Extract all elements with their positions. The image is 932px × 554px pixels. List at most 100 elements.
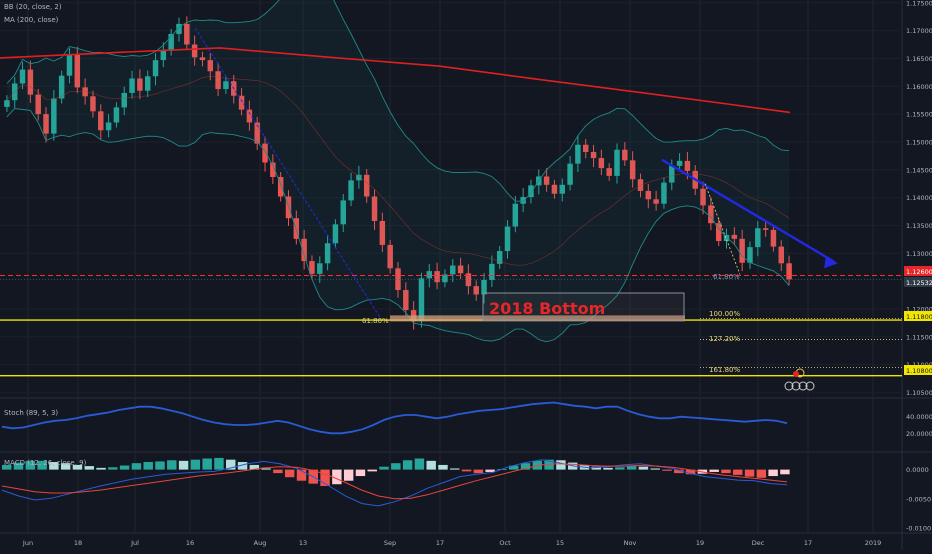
macd-histogram-bar[interactable] — [49, 462, 59, 470]
stoch-indicator-label[interactable]: Stoch (89, 5, 3) — [4, 409, 59, 417]
candle-body[interactable] — [551, 184, 558, 194]
candle-body[interactable] — [496, 251, 503, 264]
macd-histogram-bar[interactable] — [25, 460, 36, 470]
candle-body[interactable] — [715, 223, 722, 242]
candle-body[interactable] — [270, 162, 276, 178]
candle-body[interactable] — [66, 54, 73, 76]
candle-body[interactable] — [121, 92, 127, 108]
candle-body[interactable] — [473, 286, 479, 295]
candle-body[interactable] — [387, 244, 393, 269]
macd-histogram-bar[interactable] — [414, 458, 425, 470]
candle-body[interactable] — [450, 265, 456, 275]
candle-body[interactable] — [113, 107, 120, 123]
candle-body[interactable] — [199, 57, 206, 61]
macd-histogram-bar[interactable] — [167, 460, 177, 470]
candle-body[interactable] — [700, 188, 706, 206]
candle-body[interactable] — [4, 100, 10, 107]
macd-signal-line[interactable] — [1, 463, 788, 500]
candle-body[interactable] — [778, 246, 785, 264]
macd-histogram-bar[interactable] — [650, 468, 660, 470]
candle-body[interactable] — [207, 60, 214, 72]
macd-histogram-bar[interactable] — [261, 468, 271, 470]
candle-body[interactable] — [51, 98, 57, 134]
candle-body[interactable] — [543, 176, 550, 185]
candle-body[interactable] — [559, 184, 565, 194]
candle-body[interactable] — [144, 76, 151, 91]
candle-body[interactable] — [575, 144, 581, 164]
macd-histogram-bar[interactable] — [214, 457, 224, 470]
candle-body[interactable] — [755, 228, 761, 248]
candle-body[interactable] — [614, 149, 620, 176]
macd-histogram-bar[interactable] — [674, 469, 684, 474]
stochastic-panel[interactable] — [1, 401, 788, 435]
candle-body[interactable] — [184, 23, 190, 45]
macd-indicator-label[interactable]: MACD (12, 26, close, 9) — [4, 459, 87, 467]
macd-histogram-bar[interactable] — [520, 463, 531, 470]
macd-histogram-bar[interactable] — [37, 460, 47, 470]
candle-body[interactable] — [277, 177, 284, 197]
candle-body[interactable] — [340, 200, 346, 225]
macd-histogram-bar[interactable] — [119, 465, 130, 470]
macd-histogram-bar[interactable] — [320, 469, 330, 486]
macd-histogram-bar[interactable] — [226, 459, 236, 470]
candle-body[interactable] — [90, 96, 96, 112]
candle-body[interactable] — [348, 180, 354, 201]
macd-histogram-bar[interactable] — [780, 469, 790, 475]
macd-histogram-bar[interactable] — [237, 462, 248, 470]
candle-body[interactable] — [520, 197, 526, 204]
candle-body[interactable] — [176, 23, 182, 34]
candle-body[interactable] — [590, 151, 597, 159]
macd-histogram-bar[interactable] — [296, 469, 307, 481]
candle-body[interactable] — [98, 111, 104, 131]
candle-body[interactable] — [129, 78, 135, 93]
macd-histogram-bar[interactable] — [626, 466, 637, 470]
candle-body[interactable] — [426, 271, 433, 279]
macd-histogram-bar[interactable] — [72, 464, 83, 470]
macd-histogram-bar[interactable] — [556, 460, 566, 470]
macd-histogram-bar[interactable] — [721, 469, 731, 474]
macd-histogram-bar[interactable] — [96, 467, 106, 470]
macd-histogram-bar[interactable] — [438, 464, 448, 470]
candle-body[interactable] — [27, 69, 34, 95]
candle-body[interactable] — [606, 168, 612, 176]
candle-body[interactable] — [35, 94, 41, 115]
macd-histogram-bar[interactable] — [391, 463, 401, 470]
candle-body[interactable] — [629, 160, 636, 180]
candle-body[interactable] — [676, 160, 683, 166]
candle-body[interactable] — [215, 71, 221, 90]
macd-histogram-bar[interactable] — [744, 469, 755, 477]
macd-histogram-bar[interactable] — [190, 459, 201, 470]
candle-body[interactable] — [379, 220, 386, 245]
macd-histogram-bar[interactable] — [509, 465, 519, 470]
candle-body[interactable] — [661, 182, 667, 204]
candle-body[interactable] — [582, 144, 589, 152]
candle-body[interactable] — [137, 78, 143, 91]
macd-histogram-bar[interactable] — [402, 460, 413, 470]
macd-histogram-bar[interactable] — [13, 462, 24, 470]
macd-histogram-bar[interactable] — [685, 469, 696, 475]
candle-body[interactable] — [708, 205, 714, 224]
macd-histogram-bar[interactable] — [367, 469, 377, 472]
macd-panel[interactable] — [1, 457, 790, 507]
candle-body[interactable] — [528, 185, 534, 198]
candle-body[interactable] — [262, 143, 268, 163]
candle-body[interactable] — [598, 158, 605, 169]
macd-histogram-bar[interactable] — [709, 469, 719, 472]
candle-body[interactable] — [332, 224, 339, 244]
candle-body[interactable] — [739, 238, 745, 263]
candle-body[interactable] — [254, 122, 260, 144]
macd-histogram-bar[interactable] — [249, 464, 260, 470]
candle-body[interactable] — [246, 109, 253, 123]
macd-histogram-bar[interactable] — [202, 458, 212, 470]
macd-histogram-bar[interactable] — [473, 469, 484, 474]
macd-histogram-bar[interactable] — [768, 469, 778, 477]
candle-body[interactable] — [684, 160, 691, 171]
candle-body[interactable] — [356, 174, 362, 181]
macd-histogram-bar[interactable] — [485, 469, 495, 472]
macd-histogram-bar[interactable] — [343, 469, 354, 481]
ma200-line[interactable] — [0, 47, 791, 114]
trend-arrow-line[interactable] — [661, 158, 835, 263]
candle-body[interactable] — [395, 268, 401, 291]
